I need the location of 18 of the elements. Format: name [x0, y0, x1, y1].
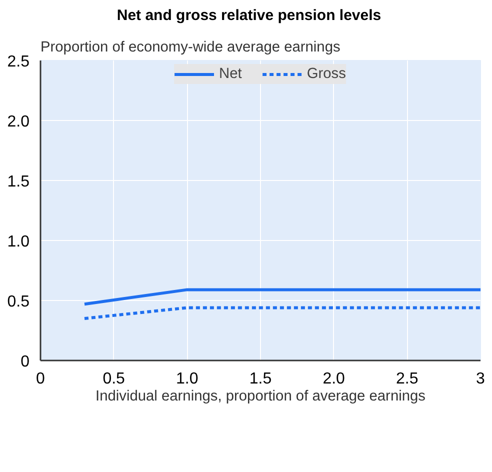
y-tick-label: 2.0	[7, 114, 30, 130]
y-tick-label: 1.5	[7, 174, 30, 190]
chart-title: Net and gross relative pension levels	[116, 6, 382, 26]
x-tick-label: 1.0	[176, 370, 198, 388]
x-tick-label: 3	[476, 370, 486, 388]
x-tick-label: 0	[36, 370, 46, 388]
y-tick-label: 2.5	[7, 54, 30, 70]
x-tick-label: 1.5	[249, 370, 272, 388]
legend-label: Gross	[306, 66, 346, 82]
y-tick-label: 0.5	[7, 294, 30, 310]
y-tick-label: 1.0	[7, 234, 30, 250]
legend-label: Net	[219, 66, 242, 82]
x-axis-title: Individual earnings, proportion of average earnings	[96, 388, 426, 404]
x-tick-label: 0.5	[102, 370, 126, 388]
y-tick-label: 0	[20, 354, 30, 370]
x-tick-label: 2.0	[322, 370, 346, 388]
y-axis-title: Proportion of economy-wide average earnings	[40, 40, 340, 56]
x-tick-label: 2.5	[396, 370, 418, 388]
